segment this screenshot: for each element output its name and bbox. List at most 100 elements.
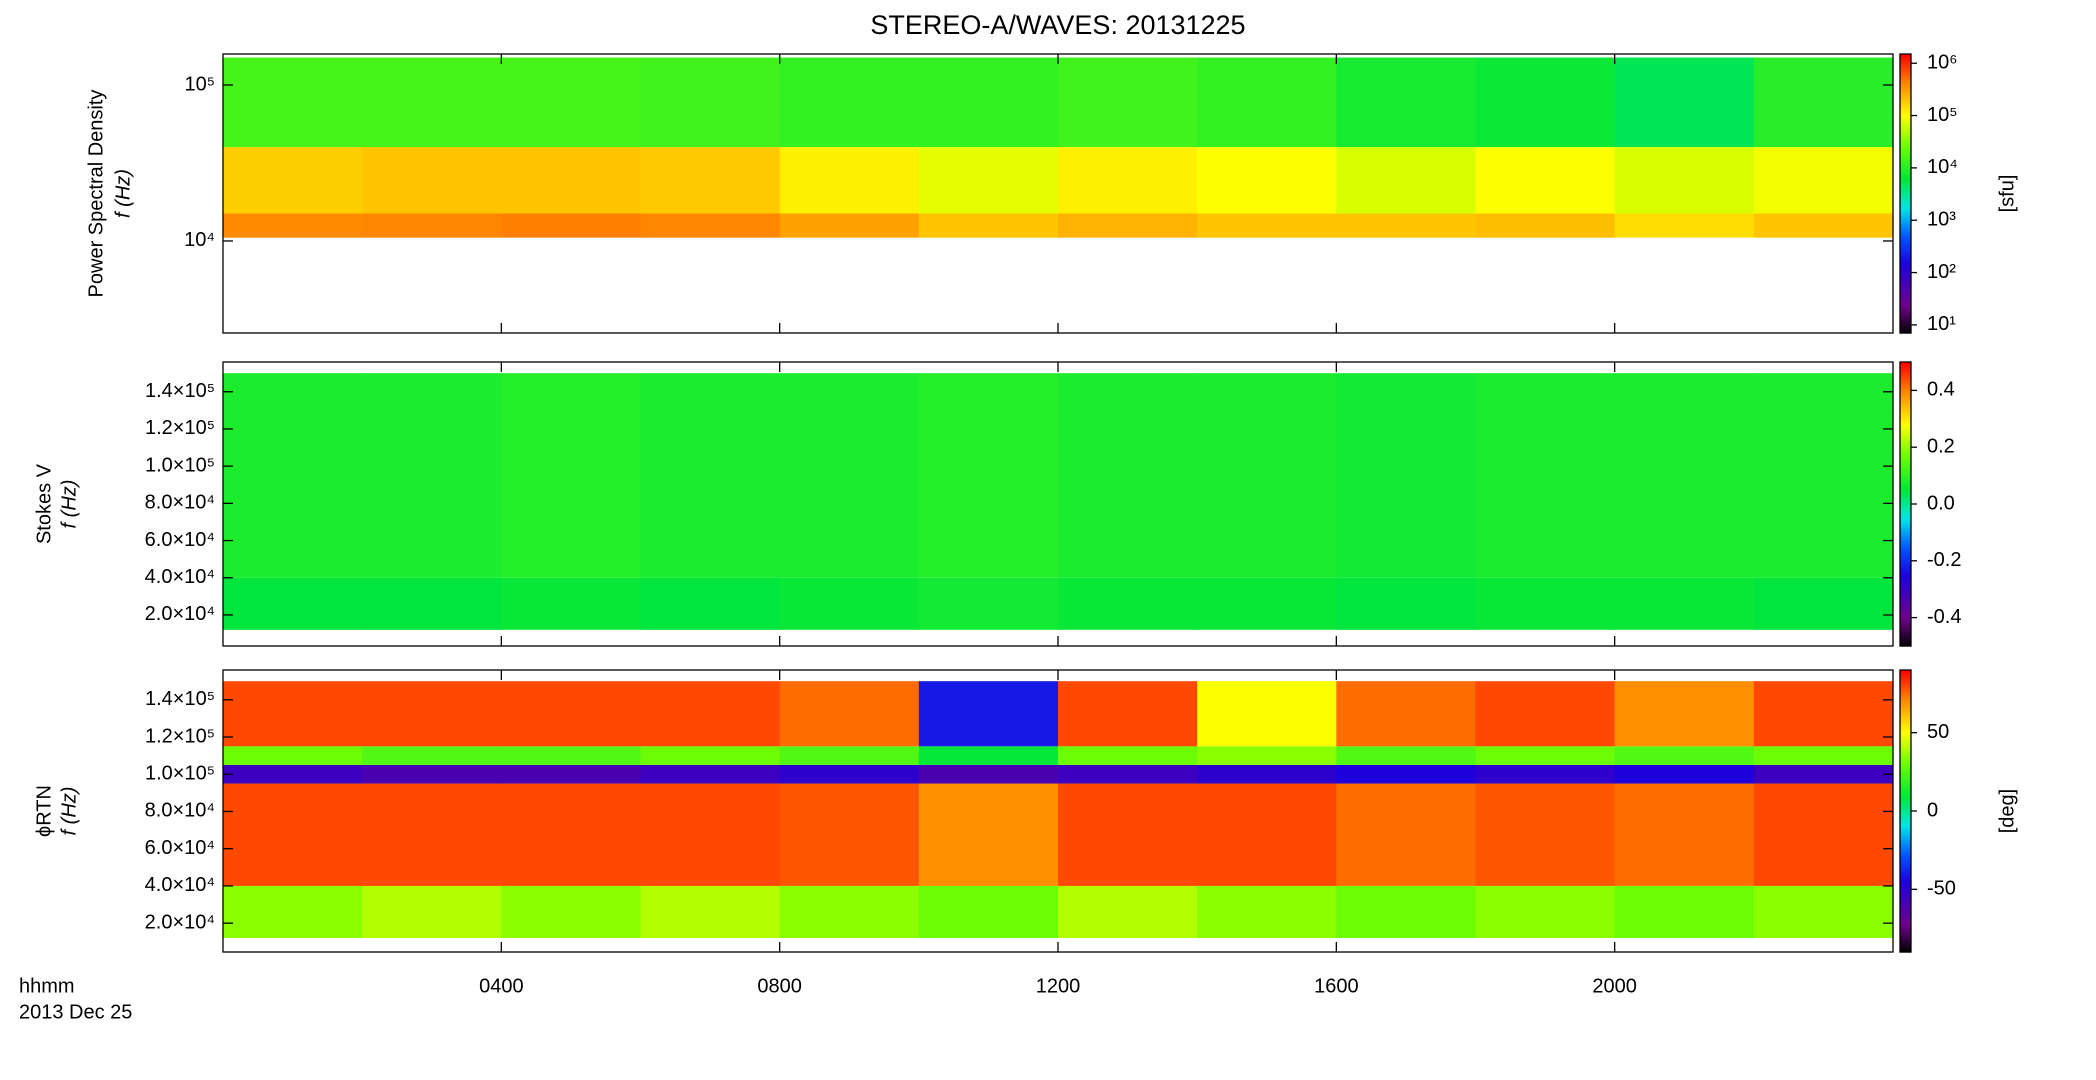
x-tick-label: 1200 [1036,975,1081,997]
heatmap-cell [1614,577,1755,630]
colorbar-swatch [1900,914,1911,918]
colorbar-swatch [1900,284,1911,288]
heatmap-cell [501,147,641,214]
colorbar-swatch [1900,433,1911,436]
colorbar-swatch [1900,163,1911,167]
heatmap-cell [779,373,920,578]
colorbar-swatch [1900,803,1911,807]
x-axis-label: 2013 Dec 25 [19,1001,132,1023]
heatmap-cell [1336,885,1476,939]
colorbar-swatch [1900,226,1911,229]
heatmap-cell [640,147,781,214]
heatmap-cell [1475,577,1616,630]
colorbar-swatch [1900,709,1911,713]
colorbar-swatch [1900,454,1911,458]
colorbar-swatch [1900,679,1911,683]
colorbar-swatch [1900,411,1911,415]
colorbar-swatch [1900,63,1911,67]
colorbar-swatch [1900,244,1911,248]
colorbar-swatch [1900,584,1911,588]
heatmap-cell [918,681,1059,747]
heatmap-cell [1614,57,1755,148]
colorbar-swatch [1900,836,1911,840]
colorbar-swatch [1900,539,1911,543]
heatmap-cell [779,57,920,148]
colorbar-swatch [1900,151,1911,155]
colorbar-swatch [1900,487,1911,491]
colorbar-swatch [1900,494,1911,498]
colorbar-swatch [1900,258,1911,262]
heatmap-cell [1614,783,1755,886]
chart-title: STEREO-A/WAVES: 20131225 [870,10,1245,40]
colorbar-swatch [1900,874,1911,878]
x-axis-label: hhmm [19,975,75,997]
colorbar-swatch [1900,193,1911,197]
colorbar-swatch [1900,768,1911,772]
colorbar-swatch [1900,634,1911,638]
heatmap-cell [779,885,920,939]
heatmap-cell [640,764,781,784]
colorbar-tick-label: 10⁶ [1927,51,1957,73]
colorbar-swatch [1900,638,1911,642]
colorbar-swatch [1900,691,1911,695]
colorbar-swatch [1900,518,1911,522]
colorbar-swatch [1900,525,1911,529]
colorbar-swatch [1900,202,1911,206]
heatmap-cell [640,885,781,939]
colorbar-swatch [1900,406,1911,410]
colorbar-swatch [1900,123,1911,127]
colorbar-swatch [1900,698,1911,702]
colorbar-tick-label: -0.2 [1927,549,1961,571]
colorbar-swatch [1900,785,1911,789]
colorbar-swatch [1900,77,1911,81]
colorbar-swatch [1900,612,1911,616]
colorbar-swatch [1900,808,1911,812]
colorbar-swatch [1900,900,1911,904]
colorbar-swatch [1900,926,1911,930]
colorbar-swatch [1900,272,1911,276]
colorbar-swatch [1900,601,1911,604]
colorbar-swatch [1900,456,1911,460]
colorbar-swatch [1900,670,1911,673]
colorbar-swatch [1900,279,1911,283]
colorbar-swatch [1900,796,1911,800]
heatmap-cell [1197,577,1337,630]
colorbar-swatch [1900,579,1911,583]
colorbar-swatch [1900,778,1911,782]
colorbar-swatch [1900,686,1911,690]
colorbar-swatch [1900,423,1911,427]
colorbar-swatch [1900,792,1911,796]
heatmap-cell [779,577,920,630]
heatmap-cell [918,885,1059,939]
colorbar-swatch [1900,935,1911,939]
colorbar-swatch [1900,843,1911,847]
colorbar-swatch [1900,309,1911,313]
colorbar-swatch [1900,496,1911,500]
heatmap-cell [640,681,781,747]
colorbar-swatch [1900,504,1911,507]
colorbar-swatch [1900,705,1911,709]
colorbar-swatch [1900,895,1911,899]
colorbar-swatch [1900,174,1911,178]
heatmap-cell [640,57,781,148]
colorbar-swatch [1900,451,1911,455]
heatmap-cell [1753,746,1894,765]
colorbar-swatch [1900,761,1911,765]
colorbar-swatch [1900,323,1911,327]
colorbar-swatch [1900,172,1911,176]
colorbar-swatch [1900,677,1911,680]
colorbar-tick-label: 10¹ [1927,313,1956,335]
heatmap-cell [1197,746,1337,765]
colorbar-swatch [1900,565,1911,569]
heatmap-cell [1614,746,1755,765]
heatmap-cell [362,147,502,214]
colorbar-swatch [1900,286,1911,290]
colorbar-swatch [1900,937,1911,941]
colorbar-swatch [1900,56,1911,60]
colorbar-swatch [1900,764,1911,767]
heatmap-cell [362,57,502,148]
colorbar-swatch [1900,235,1911,239]
y-tick-label: 1.4×10⁵ [145,688,215,710]
colorbar-swatch [1900,153,1911,157]
colorbar-swatch [1900,532,1911,536]
